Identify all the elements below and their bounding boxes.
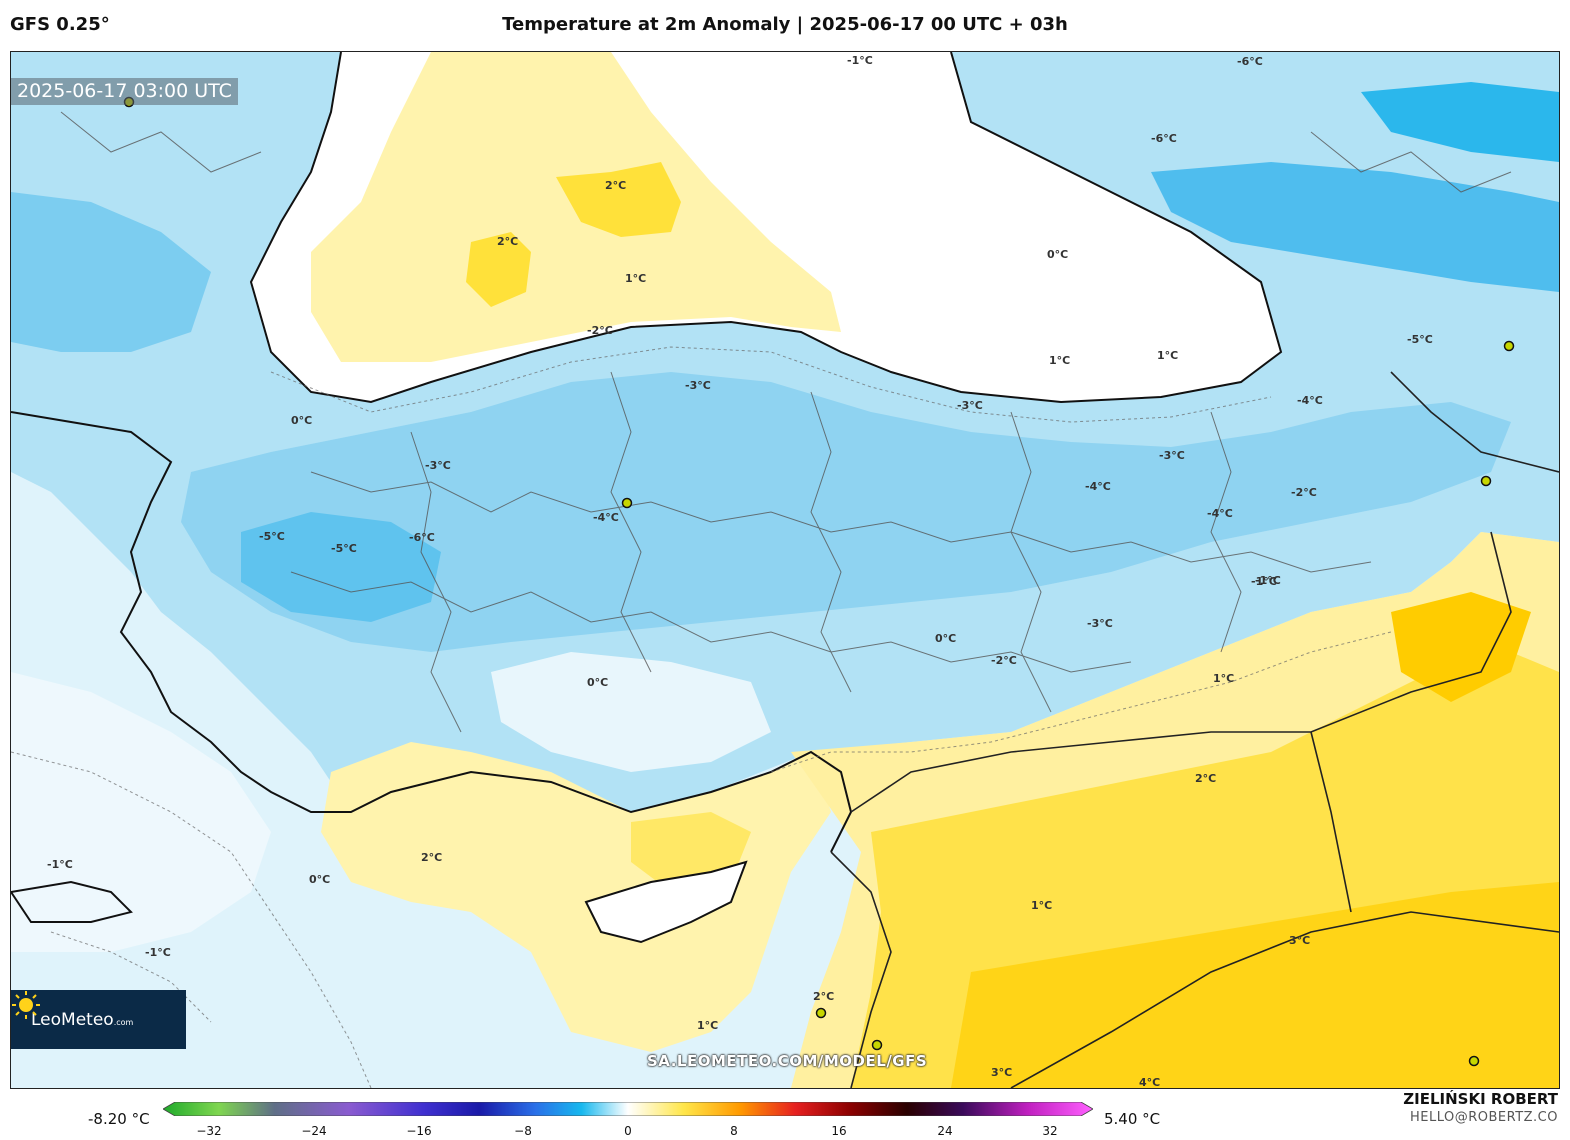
east-warm-core (1391, 592, 1531, 702)
contour-label: -4°C (1085, 480, 1111, 493)
contour-label: -4°C (593, 511, 619, 524)
contour-label: -2°C (1291, 486, 1317, 499)
contour-label: -1°C (145, 946, 171, 959)
contour-label: 0°C (291, 414, 313, 427)
legend-tick: 8 (730, 1124, 738, 1138)
contour-label: -1°C (847, 54, 873, 67)
contour-label: -1°C (1255, 574, 1281, 587)
contour-label: -2°C (587, 324, 613, 337)
legend-max-value: 5.40 °C (1104, 1110, 1161, 1128)
neutral-central (491, 652, 771, 772)
country-borders (830, 371, 1559, 1088)
model-name: GFS 0.25° (10, 14, 110, 35)
logo-text: LeoMeteo.com (31, 1009, 134, 1030)
black-sea-warm-core-1 (556, 162, 681, 237)
legend-tick: 24 (937, 1124, 953, 1138)
contour-label: 0°C (1047, 248, 1069, 261)
cold-core-west (241, 512, 441, 622)
contour-label: -6°C (1237, 55, 1263, 68)
contour-label: -6°C (1151, 132, 1177, 145)
contour-label: 0°C (309, 873, 331, 886)
contour-label: -4°C (1297, 394, 1323, 407)
black-sea-warm-core-2 (466, 232, 531, 307)
sun-icon (12, 991, 40, 1019)
contour-label: -4°C (1207, 507, 1233, 520)
contour-label: -3°C (425, 459, 451, 472)
contour-lines (11, 346, 1392, 1088)
legend-min-value: -8.20 °C (88, 1110, 150, 1128)
contour-label: 1°C (1213, 672, 1235, 685)
contour-label: 1°C (1031, 899, 1053, 912)
cyprus-region (586, 862, 746, 942)
contour-label: -5°C (1407, 333, 1433, 346)
contour-label: 1°C (1049, 354, 1071, 367)
contour-label: -5°C (259, 530, 285, 543)
cold-strong-anatolia (181, 372, 1511, 652)
contour-label: -1°C (47, 858, 73, 871)
contour-label: 1°C (1157, 349, 1179, 362)
contour-label: -2°C (991, 654, 1017, 667)
contour-label: -5°C (331, 542, 357, 555)
legend-tick: −8 (514, 1124, 532, 1138)
contour-label: 2°C (1195, 772, 1217, 785)
author-email[interactable]: HELLO@ROBERTZ.CO (1409, 1110, 1558, 1125)
contour-label: -3°C (1159, 449, 1185, 462)
contour-label: -3°C (685, 379, 711, 392)
valid-time-badge: 2025-06-17 03:00 UTC (11, 78, 238, 105)
legend-tick: 0 (624, 1124, 632, 1138)
color-scale-bar (163, 1102, 1093, 1116)
contour-label: 0°C (587, 676, 609, 689)
author-name: ZIELIŃSKI ROBERT (1403, 1090, 1558, 1108)
contour-label: 2°C (605, 179, 627, 192)
leometeo-logo[interactable]: LeoMeteo.com (11, 990, 186, 1049)
province-borders (60, 111, 1512, 733)
cold-core-nw (11, 192, 211, 352)
map-view[interactable]: 2°C 2°C 1°C 0°C -1°C -2°C -3°C -4°C -5°C… (10, 51, 1560, 1089)
map-title: Temperature at 2m Anomaly | 2025-06-17 0… (502, 14, 1068, 35)
neutral-aegean (11, 672, 271, 952)
legend-tick: 32 (1042, 1124, 1058, 1138)
source-watermark: SA.LEOMETEO.COM/MODEL/GFS (647, 1052, 928, 1070)
cold-core-ne (1151, 162, 1559, 292)
contour-label: 1°C (625, 272, 647, 285)
contour-label: 2°C (813, 990, 835, 1003)
contour-label: 2°C (421, 851, 443, 864)
contour-label: -1°C (1251, 575, 1277, 588)
contour-label: -3°C (957, 399, 983, 412)
contour-label: 3°C (1289, 934, 1311, 947)
cold-extreme-ne (1361, 82, 1559, 162)
legend-tick: −24 (301, 1124, 327, 1138)
contour-label: 3°C (991, 1066, 1013, 1079)
contour-label: 2°C (497, 235, 519, 248)
contour-label: 4°C (1139, 1076, 1161, 1089)
legend-tick: −16 (406, 1124, 432, 1138)
contour-label: -6°C (409, 531, 435, 544)
contour-label: 0°C (935, 632, 957, 645)
anomaly-map (11, 52, 1559, 1088)
contour-label: 1°C (697, 1019, 719, 1032)
legend-tick: −32 (196, 1124, 222, 1138)
legend-tick: 16 (831, 1124, 847, 1138)
contour-label: -3°C (1087, 617, 1113, 630)
